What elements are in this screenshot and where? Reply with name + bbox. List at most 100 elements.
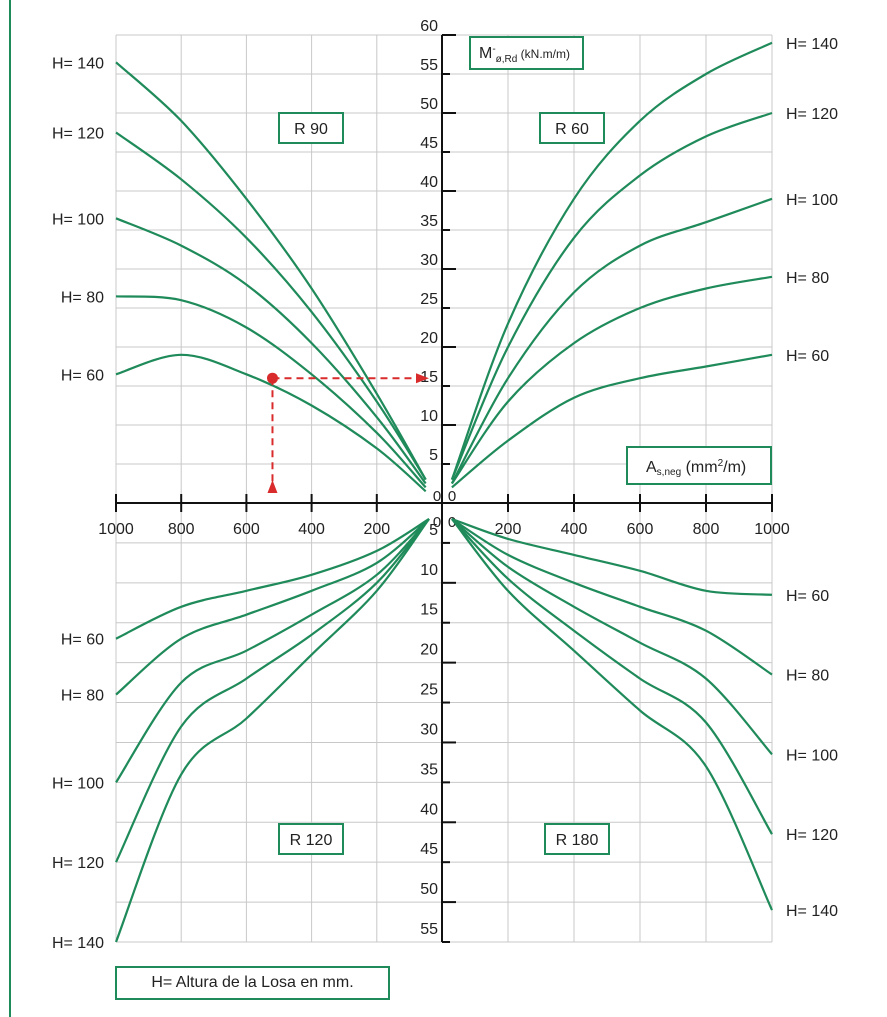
x-tick-label: 800: [693, 521, 720, 538]
y-tick-label: 35: [420, 761, 438, 778]
quadrant-label-box: [539, 112, 605, 144]
x-axis-title: As,neg (mm2/m): [626, 446, 772, 485]
example-reading: [266, 372, 429, 493]
series-label: H= 60: [61, 632, 104, 649]
series-label: H= 80: [61, 688, 104, 705]
example-right-arrow: [416, 373, 429, 384]
series-line: [115, 295, 427, 489]
x-tick-label: 600: [627, 521, 654, 538]
series-label: H= 100: [786, 747, 838, 764]
y-tick-label: 15: [420, 369, 438, 386]
y-tick-label: 55: [420, 57, 438, 74]
y-tick-label: 30: [420, 252, 438, 269]
series-line: [450, 111, 773, 481]
series-line: [115, 518, 430, 696]
y-tick-label: 5: [429, 447, 438, 464]
x-tick-label: 600: [233, 521, 260, 538]
axes: [115, 34, 773, 943]
series-line: [450, 41, 773, 480]
series-line: [115, 518, 430, 640]
quadrant-r-90: R 90 H= 140 H= 120 H= 100 H= 80 H= 60: [52, 55, 427, 493]
series-label: H= 140: [786, 36, 838, 53]
series-line: [451, 518, 773, 756]
y-tick-label: 45: [420, 841, 438, 858]
series-label: H= 100: [52, 775, 104, 792]
y-tick-label: 40: [420, 801, 438, 818]
y-tick-label: 0: [448, 488, 456, 505]
series-label: H= 120: [786, 106, 838, 123]
y-tick-label: 45: [420, 135, 438, 152]
y-tick-label: 20: [420, 642, 438, 659]
left-frame-line: [9, 0, 11, 1017]
x-tick-label: 0: [433, 514, 441, 531]
y-tick-label: 10: [420, 408, 438, 425]
series-label: H= 120: [52, 126, 104, 143]
series-line: [451, 518, 773, 676]
series-label: H= 120: [52, 855, 104, 872]
x-tick-label: 800: [168, 521, 195, 538]
x-tick-label: 0: [448, 514, 456, 531]
y-tick-label: 20: [420, 330, 438, 347]
x-tick-label: 1000: [98, 521, 134, 538]
y-tick-label: 5: [429, 522, 438, 539]
series-line: [451, 353, 773, 489]
x-axis-title-box: [626, 446, 772, 485]
quadrant-label: R 90: [294, 121, 328, 138]
y-tick-label: 25: [420, 291, 438, 308]
example-up-arrow: [267, 480, 278, 493]
series-line: [450, 275, 773, 485]
quadrant-label-box: [278, 823, 344, 855]
quadrant-label: R 120: [290, 832, 333, 849]
series-label: H= 100: [52, 211, 104, 228]
y-tick-label: 40: [420, 174, 438, 191]
series-label: H= 140: [52, 935, 104, 952]
y-tick-label: 50: [420, 96, 438, 113]
series-label: H= 80: [786, 270, 829, 287]
quadrant-label: R 60: [555, 121, 589, 138]
series-line: [115, 217, 427, 485]
series-line: [115, 131, 427, 481]
series-line: [451, 518, 774, 911]
series-label: H= 120: [786, 827, 838, 844]
series-label: H= 80: [786, 668, 829, 685]
example-point: [266, 372, 278, 384]
series-label: H= 60: [786, 588, 829, 605]
x-tick-label: 400: [298, 521, 325, 538]
quadrant-label-box: [544, 823, 610, 855]
series-label: H= 100: [786, 192, 838, 209]
quadrant-label: R 180: [556, 832, 599, 849]
x-tick-label: 1000: [754, 521, 790, 538]
y-axis-title-box: [469, 36, 584, 70]
series-line: [450, 197, 773, 485]
y-axis-title-text: M-ø,Rd (kN.m/m): [479, 44, 570, 65]
y-axis-title: M-ø,Rd (kN.m/m): [469, 36, 584, 70]
series-label: H= 140: [786, 903, 838, 920]
series-line: [115, 518, 430, 784]
y-tick-label: 0: [433, 488, 441, 505]
x-tick-label: 200: [363, 521, 390, 538]
y-tick-label: 10: [420, 562, 438, 579]
grid: [115, 34, 773, 943]
legend-box: H= Altura de la Losa en mm.: [115, 966, 390, 1000]
series-line: [115, 61, 427, 481]
y-tick-label: 55: [420, 921, 438, 938]
series-label: H= 60: [786, 348, 829, 365]
y-tick-label: 50: [420, 881, 438, 898]
series-label: H= 80: [61, 289, 104, 306]
x-tick-label: 400: [561, 521, 588, 538]
legend-text: H= Altura de la Losa en mm.: [151, 974, 354, 991]
x-tick-label: 200: [495, 521, 522, 538]
quadrant-label-box: [278, 112, 344, 144]
series-label: H= 140: [52, 55, 104, 72]
quadrant-r-120: R 120 H= 60 H= 80 H= 100 H= 120 H= 140: [52, 518, 430, 952]
series-line: [115, 353, 427, 493]
y-tick-label: 35: [420, 213, 438, 230]
series-line: [115, 518, 430, 863]
series-line: [114, 518, 430, 943]
quadrant-r-60: R 60 H= 140 H= 120 H= 100 H= 80 H= 60: [450, 36, 838, 489]
y-tick-label: 60: [420, 18, 438, 35]
y-tick-label: 30: [420, 721, 438, 738]
series-line: [451, 518, 773, 835]
y-tick-label: 15: [420, 602, 438, 619]
